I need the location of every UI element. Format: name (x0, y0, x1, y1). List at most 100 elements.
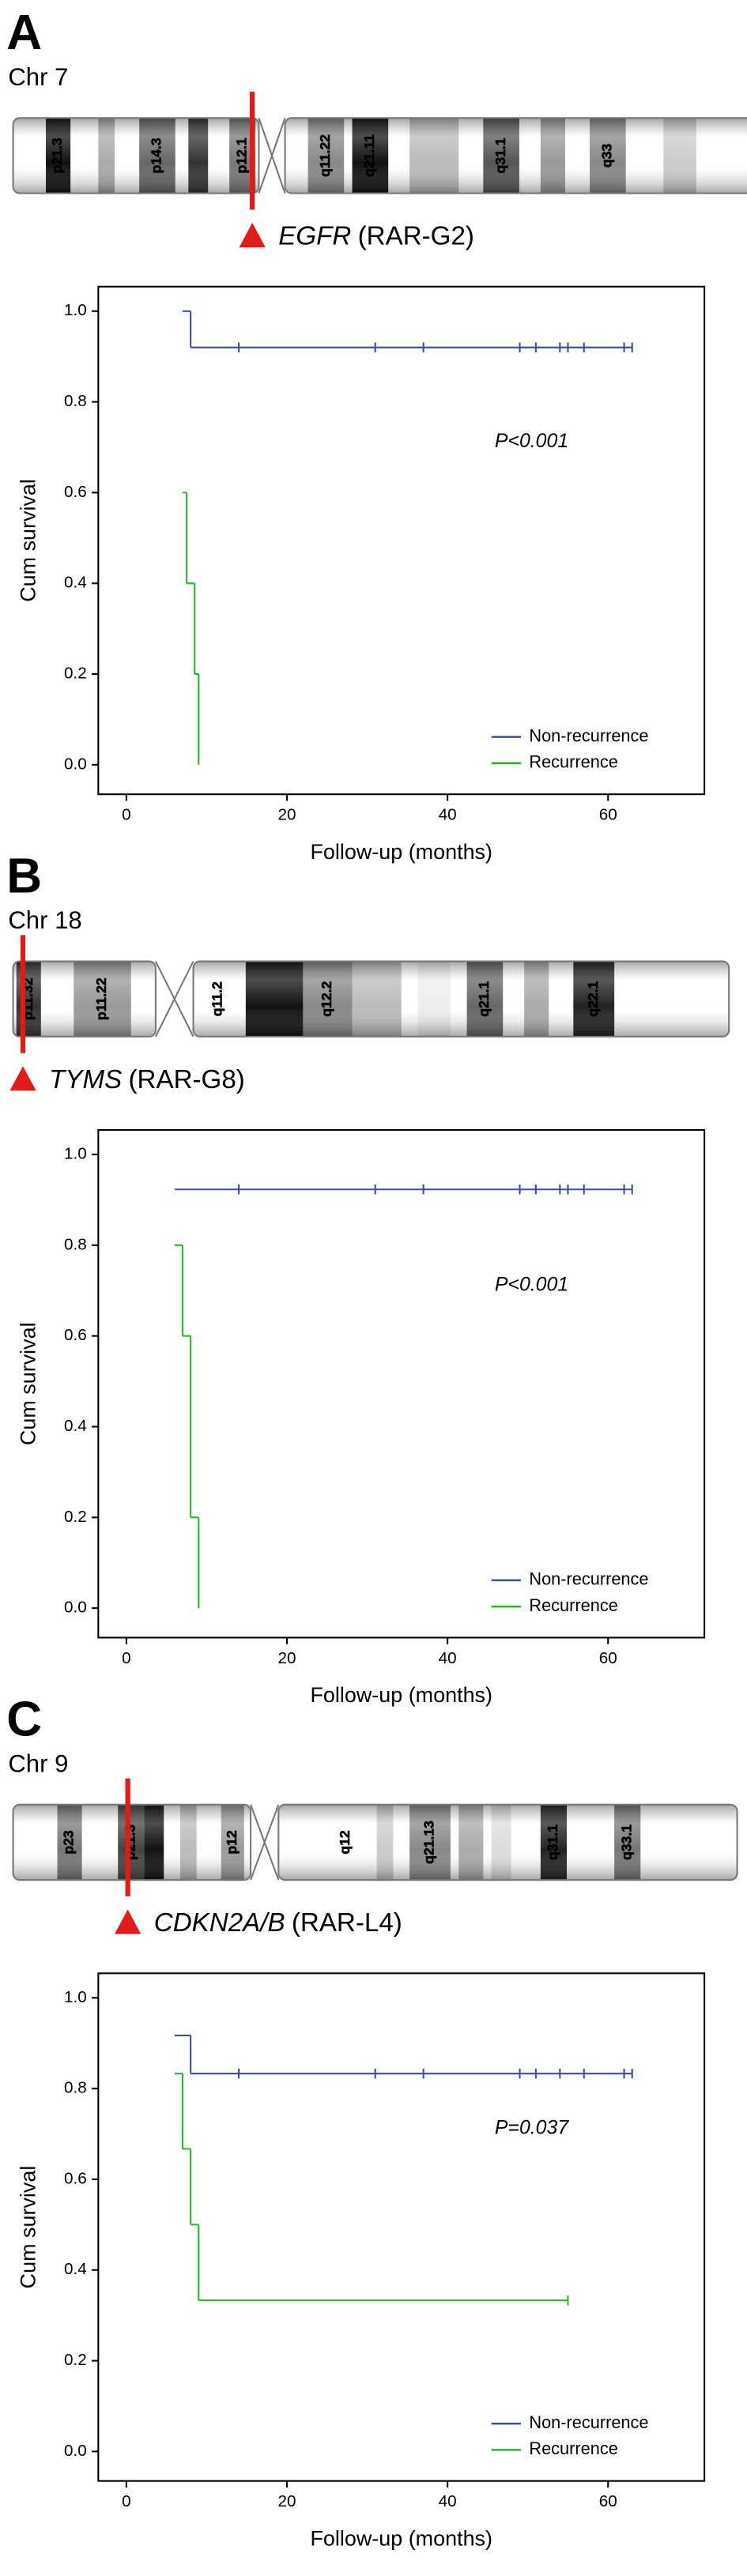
band-label: q11.22 (317, 134, 333, 177)
x-tick-label: 20 (277, 1649, 296, 1667)
y-tick-label: 0.0 (64, 1599, 87, 1617)
legend-label: Non-recurrence (529, 725, 648, 745)
centromere (154, 961, 194, 1038)
gene-id: (RAR-G2) (358, 221, 474, 250)
x-tick-label: 20 (277, 2492, 296, 2510)
band-label: p11.22 (93, 977, 109, 1020)
panel-label: C (6, 1693, 42, 1747)
band-label: p14.3 (149, 137, 164, 173)
y-tick-label: 0.0 (64, 755, 87, 773)
band-label: q33.1 (618, 1825, 634, 1860)
y-axis-label: Cum survival (16, 2166, 40, 2289)
band-label: q31.1 (545, 1825, 560, 1860)
plot-frame (97, 1128, 706, 1639)
x-tick-label: 20 (277, 806, 296, 824)
panel-label: B (6, 849, 42, 903)
y-tick-label: 0.0 (64, 2442, 87, 2460)
gene-arrow (115, 1909, 141, 1934)
x-tick-label: 40 (439, 806, 457, 824)
y-axis-label: Cum survival (16, 479, 40, 602)
y-tick-label: 0.2 (64, 665, 87, 683)
panel-label: A (6, 6, 42, 60)
gene-name: CDKN2A/B (154, 1908, 285, 1938)
band-label: p12.1 (233, 137, 249, 173)
gene-arrow (239, 222, 266, 248)
x-tick-label: 0 (122, 1649, 131, 1667)
gene-label: CDKN2A/B (RAR-L4) (154, 1908, 402, 1938)
y-tick-label: 1.0 (64, 1988, 87, 2006)
band-label: q21.1 (476, 981, 492, 1017)
legend-label: Non-recurrence (529, 1569, 648, 1589)
band-label: q12 (337, 1830, 353, 1855)
chromosome-name: Chr 9 (8, 1749, 68, 1777)
band-label: p12 (224, 1830, 240, 1855)
centromere (258, 117, 286, 194)
chromosome-name: Chr 18 (8, 906, 81, 934)
x-tick-label: 60 (599, 1649, 617, 1667)
legend-label: Recurrence (529, 1595, 617, 1615)
legend-label: Non-recurrence (529, 2412, 648, 2432)
p-outline (12, 960, 157, 1038)
gene-label: TYMS (RAR-G8) (49, 1065, 245, 1094)
band-label: q12.2 (319, 981, 334, 1017)
y-tick-label: 0.6 (64, 1326, 87, 1344)
q-outline (284, 117, 747, 194)
x-tick-label: 40 (439, 2492, 457, 2510)
gene-name: TYMS (49, 1065, 122, 1094)
chromosome (13, 118, 747, 194)
band-label: q31.1 (492, 137, 508, 173)
band-label: q21.11 (361, 134, 377, 177)
legend-label: Recurrence (529, 2439, 617, 2458)
y-tick-label: 0.2 (64, 2351, 87, 2369)
chrom-shade (13, 118, 747, 194)
plot-frame (97, 285, 706, 796)
centromere (250, 1804, 280, 1881)
band-label: p21.3 (49, 137, 65, 173)
x-axis-label: Follow-up (months) (310, 2526, 492, 2550)
q-outline (192, 960, 730, 1038)
y-tick-label: 0.8 (64, 1235, 87, 1253)
p-outline (12, 117, 260, 194)
band-label: q21.13 (421, 1821, 437, 1864)
y-tick-label: 0.6 (64, 483, 87, 501)
chrom-shade (13, 1804, 738, 1881)
y-tick-label: 0.4 (64, 1417, 87, 1435)
q-outline (277, 1803, 738, 1881)
y-tick-label: 0.8 (64, 2079, 87, 2097)
gene-label: EGFR (RAR-G2) (278, 221, 474, 250)
chromosome (13, 961, 730, 1037)
x-tick-label: 40 (439, 1649, 457, 1667)
y-tick-label: 0.4 (64, 574, 87, 592)
band-label: q22.1 (585, 981, 601, 1017)
y-tick-label: 0.4 (64, 2260, 87, 2278)
y-tick-label: 0.8 (64, 392, 87, 410)
x-tick-label: 0 (122, 806, 131, 824)
legend-label: Recurrence (529, 752, 617, 772)
y-tick-label: 0.2 (64, 1508, 87, 1526)
chrom-shade (13, 961, 730, 1037)
band-label: q11.2 (209, 981, 224, 1016)
band-label: q33 (599, 144, 615, 168)
chromosome (13, 1804, 738, 1881)
gene-id: (RAR-L4) (292, 1908, 402, 1938)
x-axis-label: Follow-up (months) (310, 840, 492, 864)
y-tick-label: 1.0 (64, 301, 87, 319)
gene-id: (RAR-G8) (129, 1065, 245, 1094)
p-value: P<0.001 (495, 1273, 568, 1295)
x-tick-label: 60 (599, 2492, 617, 2510)
y-tick-label: 1.0 (64, 1144, 87, 1162)
gene-arrow (9, 1066, 36, 1091)
band-label: p23 (61, 1830, 77, 1855)
x-tick-label: 60 (599, 806, 617, 824)
p-value: P=0.037 (495, 2117, 569, 2139)
x-axis-label: Follow-up (months) (310, 1683, 492, 1707)
gene-name: EGFR (278, 221, 351, 250)
x-tick-label: 0 (122, 2492, 131, 2510)
y-axis-label: Cum survival (16, 1322, 40, 1445)
y-tick-label: 0.6 (64, 2169, 87, 2187)
p-value: P<0.001 (495, 430, 568, 452)
chromosome-name: Chr 7 (8, 63, 68, 91)
plot-frame (97, 1972, 706, 2482)
p-outline (12, 1803, 252, 1881)
